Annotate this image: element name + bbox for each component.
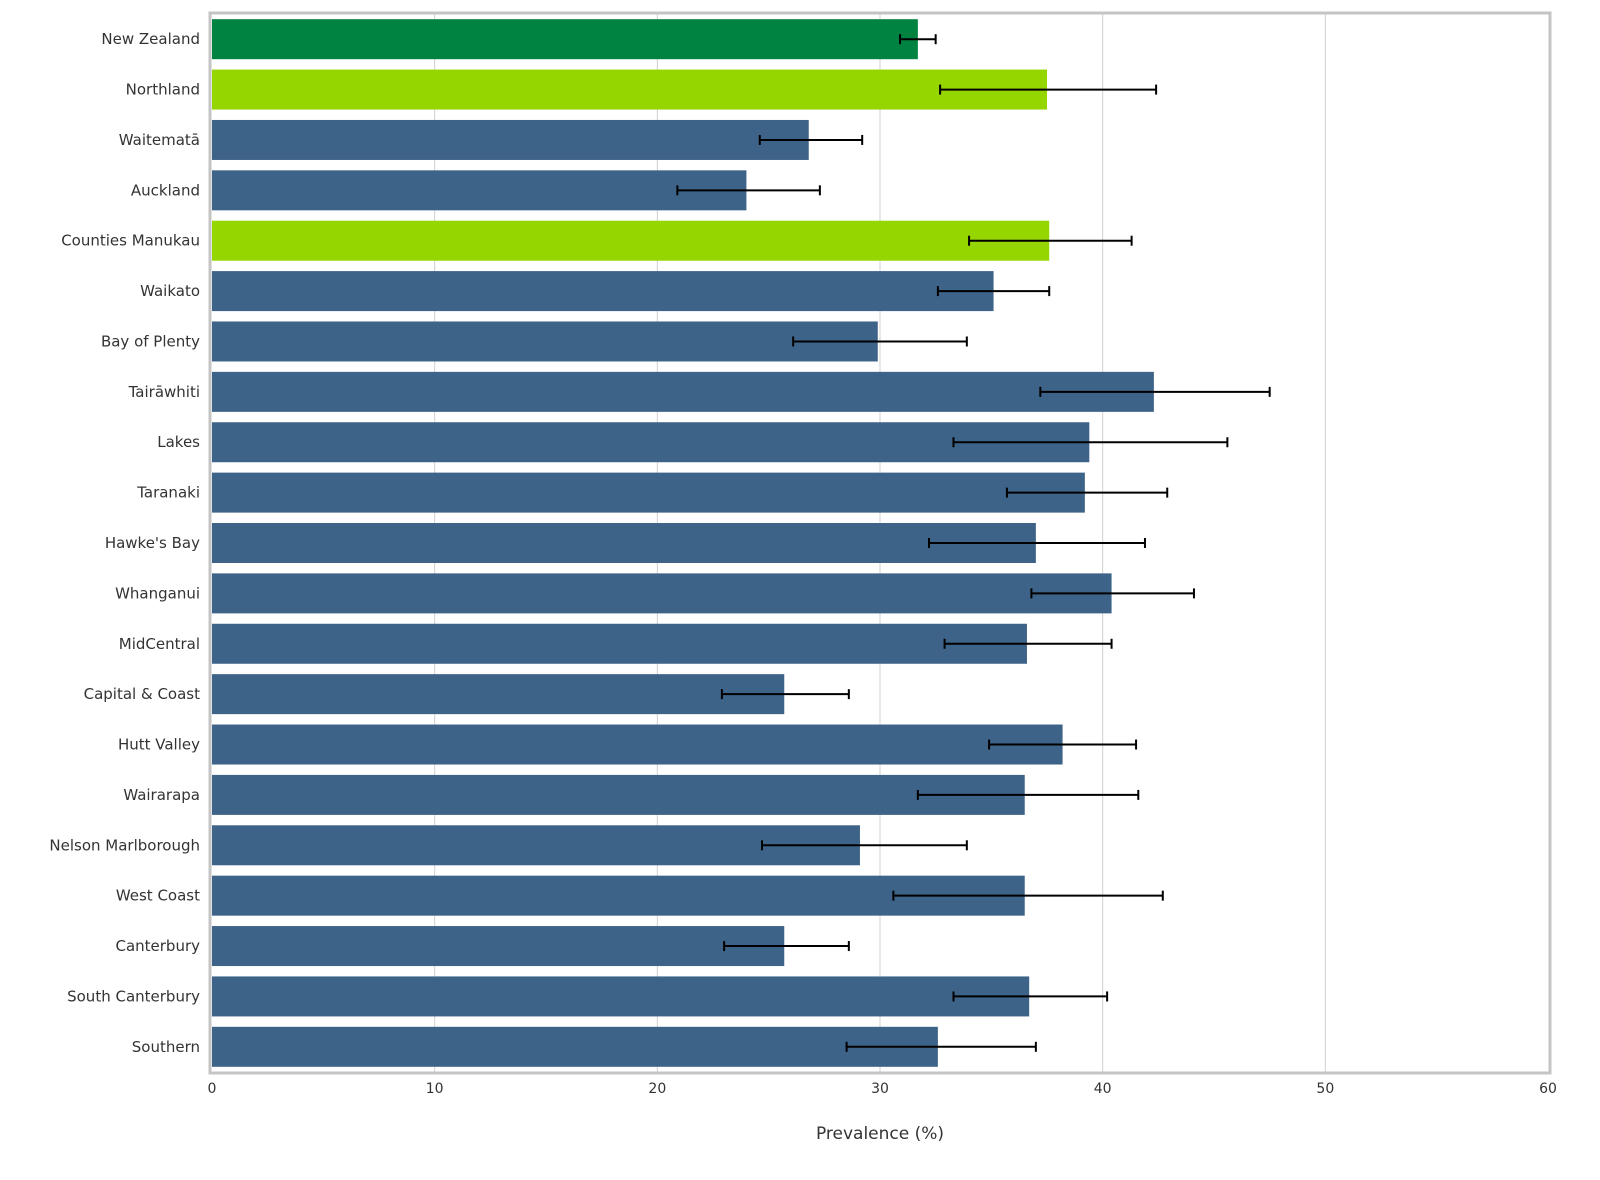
category-label-taranaki: Taranaki bbox=[136, 484, 200, 502]
x-axis-title: Prevalence (%) bbox=[816, 1124, 944, 1144]
category-label-new-zealand: New Zealand bbox=[101, 30, 200, 48]
category-label-nelson-marlborough: Nelson Marlborough bbox=[49, 836, 200, 854]
bar-capital-coast bbox=[212, 674, 785, 715]
x-tick-labels-group: 0 10 20 30 40 50 60 bbox=[208, 1081, 1557, 1097]
category-label-northland: Northland bbox=[126, 81, 200, 99]
category-label-midcentral: MidCentral bbox=[119, 635, 200, 653]
bar-southern bbox=[212, 1026, 938, 1067]
category-label-waikato: Waikato bbox=[140, 282, 200, 300]
category-label-lakes: Lakes bbox=[157, 433, 200, 451]
category-label-tair-whiti: Tairāwhiti bbox=[128, 383, 200, 401]
category-label-canterbury: Canterbury bbox=[115, 937, 200, 955]
error-bars-group bbox=[676, 34, 1271, 1052]
bar-waikato bbox=[212, 271, 994, 312]
bar-west-coast bbox=[212, 875, 1025, 916]
bar-hutt-valley bbox=[212, 724, 1063, 765]
x-tick-label-60: 60 bbox=[1539, 1081, 1557, 1097]
plot-frame bbox=[208, 11, 1552, 1075]
x-tick-label-30: 30 bbox=[871, 1081, 889, 1097]
bar-south-canterbury bbox=[212, 976, 1030, 1017]
bar-counties-manukau bbox=[212, 220, 1050, 261]
category-label-hawke-s-bay: Hawke's Bay bbox=[105, 534, 200, 552]
category-label-west-coast: West Coast bbox=[116, 887, 200, 905]
category-label-whanganui: Whanganui bbox=[115, 584, 200, 602]
category-label-bay-of-plenty: Bay of Plenty bbox=[101, 332, 200, 350]
bar-wairarapa bbox=[212, 774, 1025, 815]
category-label-waitemat: Waitematā bbox=[119, 131, 200, 149]
bar-tair-whiti bbox=[212, 371, 1154, 412]
bar-waitemat bbox=[212, 119, 809, 160]
bar-lakes bbox=[212, 422, 1090, 463]
category-label-wairarapa: Wairarapa bbox=[123, 786, 200, 804]
category-label-auckland: Auckland bbox=[131, 181, 200, 199]
bar-canterbury bbox=[212, 926, 785, 967]
x-tick-label-20: 20 bbox=[648, 1081, 666, 1097]
bar-midcentral bbox=[212, 623, 1027, 664]
bar-hawke-s-bay bbox=[212, 523, 1036, 563]
x-tick-label-40: 40 bbox=[1094, 1081, 1112, 1097]
category-label-hutt-valley: Hutt Valley bbox=[118, 736, 200, 754]
bar-taranaki bbox=[212, 472, 1085, 513]
category-labels-group: New Zealand Northland Waitematā Auckland Cou… bbox=[49, 30, 200, 1056]
bar-bay-of-plenty bbox=[212, 321, 878, 362]
x-tick-label-50: 50 bbox=[1316, 1081, 1334, 1097]
bar-whanganui bbox=[212, 573, 1112, 614]
category-label-capital-coast: Capital & Coast bbox=[84, 685, 200, 703]
x-tick-label-10: 10 bbox=[426, 1081, 444, 1097]
category-label-south-canterbury: South Canterbury bbox=[67, 987, 200, 1005]
bar-auckland bbox=[212, 170, 747, 211]
x-tick-label-0: 0 bbox=[208, 1081, 217, 1097]
bars-group bbox=[212, 19, 1154, 1067]
category-label-southern: Southern bbox=[132, 1038, 200, 1056]
bar-northland bbox=[212, 69, 1047, 110]
bar-nelson-marlborough bbox=[212, 825, 860, 866]
category-label-counties-manukau: Counties Manukau bbox=[61, 232, 200, 250]
bar-new-zealand bbox=[212, 19, 918, 60]
